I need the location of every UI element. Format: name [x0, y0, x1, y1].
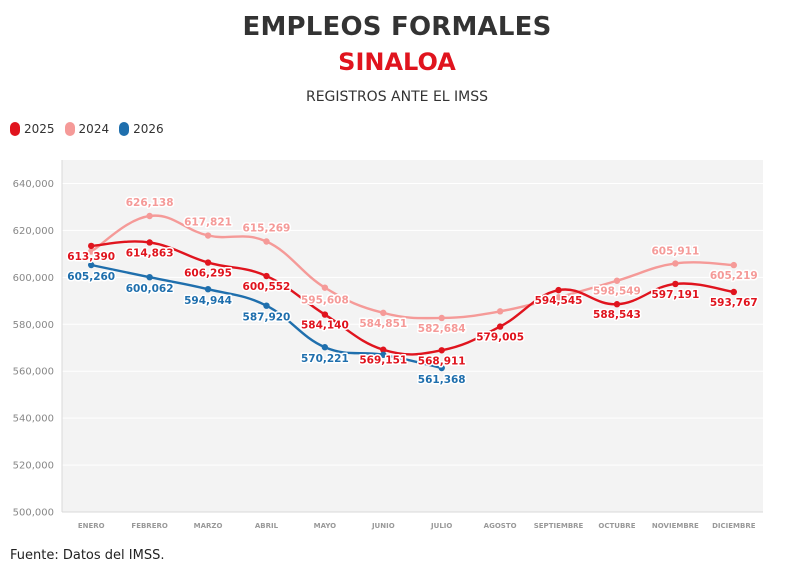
data-label-2024: 615,269	[243, 223, 291, 235]
chart-subtitle: SINALOA	[338, 48, 456, 76]
data-label-2024: 598,549	[593, 286, 641, 298]
data-point-2026	[146, 273, 153, 281]
x-tick-label: MARZO	[194, 522, 223, 530]
y-tick-label: 620,000	[13, 226, 54, 237]
data-point-2025	[730, 288, 737, 296]
y-tick-label: 640,000	[13, 179, 54, 190]
data-label-2024: 617,821	[184, 217, 232, 229]
legend-label-2026: 2026	[133, 122, 164, 136]
legend-item-2024[interactable]: 2024	[64, 122, 110, 136]
x-tick-label: OCTUBRE	[598, 522, 635, 530]
x-tick-label: FEBRERO	[131, 522, 167, 530]
x-tick-label: JUNIO	[371, 522, 395, 530]
data-point-2024	[321, 284, 329, 291]
data-point-2026	[438, 364, 445, 372]
x-tick-label: DICIEMBRE	[712, 522, 756, 530]
plot-area	[62, 160, 763, 512]
data-label-2025: 606,295	[184, 268, 232, 280]
x-tick-label: MAYO	[314, 522, 337, 530]
data-label-2026: 600,062	[126, 283, 174, 295]
x-tick-label: ABRIL	[255, 522, 279, 530]
data-label-2026: 561,368	[418, 374, 466, 386]
source-note: Fuente: Datos del IMSS.	[10, 548, 165, 563]
y-tick-label: 580,000	[13, 320, 54, 331]
data-label-2025: 579,005	[476, 332, 524, 344]
data-point-2025	[496, 323, 504, 330]
data-point-2025	[204, 259, 212, 266]
x-tick-label: AGOSTO	[484, 522, 517, 530]
y-tick-label: 520,000	[13, 461, 54, 472]
data-point-2025	[613, 301, 621, 308]
y-tick-label: 540,000	[13, 414, 54, 425]
data-label-2025: 613,390	[67, 251, 115, 263]
data-label-2025: 569,151	[359, 355, 407, 367]
data-point-2024	[672, 260, 679, 267]
data-point-2024	[730, 261, 737, 269]
data-point-2025	[88, 242, 95, 250]
data-point-2025	[438, 347, 445, 354]
data-label-2025: 600,552	[243, 281, 291, 293]
chart-title: EMPLEOS FORMALES	[242, 12, 552, 42]
data-label-2024: 626,138	[126, 197, 174, 209]
data-point-2025	[263, 272, 270, 280]
data-label-2024: 582,684	[418, 323, 466, 335]
x-tick-label: NOVIEMBRE	[652, 522, 699, 530]
x-tick-label: JULIO	[430, 522, 452, 530]
data-point-2024	[438, 314, 445, 322]
data-point-2025	[672, 280, 679, 288]
data-point-2024	[380, 309, 387, 317]
data-point-2026	[321, 344, 329, 351]
data-label-2024: 595,608	[301, 295, 349, 307]
data-point-2025	[321, 311, 329, 318]
data-label-2024: 605,219	[710, 270, 758, 282]
legend-swatch-2025	[10, 122, 20, 136]
legend: 2025 2024 2026	[10, 122, 164, 136]
data-label-2026: 605,260	[67, 271, 115, 283]
data-label-2025: 568,911	[418, 355, 466, 367]
data-point-2025	[146, 239, 153, 246]
y-tick-label: 560,000	[13, 367, 54, 378]
data-label-2026: 570,221	[301, 353, 349, 365]
data-point-2024	[263, 238, 270, 245]
data-point-2025	[555, 286, 562, 294]
data-point-2026	[204, 285, 212, 293]
data-label-2025: 588,543	[593, 309, 641, 321]
data-point-2024	[204, 232, 212, 239]
data-label-2026: 587,920	[243, 312, 291, 324]
legend-item-2026[interactable]: 2026	[119, 122, 164, 136]
legend-label-2025: 2025	[24, 122, 55, 136]
data-label-2024: 605,911	[651, 245, 699, 257]
data-point-2026	[88, 261, 95, 269]
data-label-2025: 594,545	[535, 295, 583, 307]
data-point-2024	[146, 212, 153, 220]
data-label-2025: 597,191	[651, 289, 699, 301]
data-label-2026: 594,944	[184, 295, 232, 307]
legend-label-2024: 2024	[78, 122, 110, 136]
data-label-2025: 614,863	[126, 247, 174, 259]
chart-description: REGISTROS ANTE EL IMSS	[305, 89, 489, 105]
legend-swatch-2024	[64, 122, 75, 136]
y-tick-label: 500,000	[13, 508, 54, 519]
data-point-2026	[263, 302, 270, 309]
legend-swatch-2026	[119, 122, 130, 136]
data-point-2024	[555, 294, 562, 301]
data-label-2025: 593,767	[710, 297, 758, 309]
data-point-2025	[380, 346, 387, 353]
data-point-2024	[88, 248, 95, 255]
x-tick-label: SEPTIEMBRE	[534, 522, 584, 530]
data-point-2026	[380, 351, 387, 358]
y-tick-label: 600,000	[13, 273, 54, 284]
data-point-2024	[496, 308, 504, 315]
data-label-2024: 584,851	[359, 318, 407, 330]
x-tick-label: ENERO	[78, 522, 105, 530]
legend-item-2025[interactable]: 2025	[10, 122, 55, 136]
data-label-2025: 584,140	[301, 320, 349, 332]
data-point-2024	[613, 277, 621, 284]
